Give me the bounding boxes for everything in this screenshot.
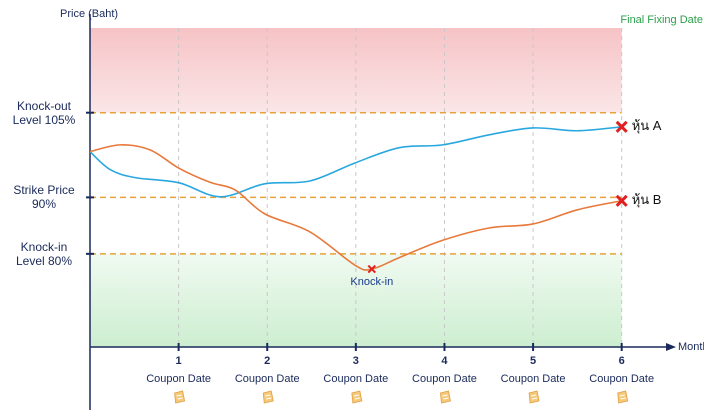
coupon-icon — [262, 390, 274, 404]
x-tick-label: 6 — [619, 355, 625, 367]
series-line — [89, 126, 622, 198]
series-label: หุ้น A — [632, 118, 662, 134]
x-tick-label: 5 — [530, 355, 536, 367]
coupon-label: Coupon Date — [501, 373, 566, 385]
knock-in-marker — [367, 264, 377, 274]
y-axis-label: Price (Baht) — [60, 8, 118, 20]
y-tick-label: Strike Price 90% — [13, 183, 75, 212]
series-line — [89, 144, 622, 271]
end-marker — [615, 120, 628, 133]
x-tick-label: 1 — [176, 355, 182, 367]
y-tick-label: Knock-out Level 105% — [12, 98, 76, 127]
coupon-label: Coupon Date — [589, 373, 654, 385]
x-axis-arrow — [666, 343, 676, 351]
coupon-label: Coupon Date — [146, 373, 211, 385]
annotation: Final Fixing Date — [620, 14, 703, 26]
y-tick-label: Knock-in Level 80% — [15, 239, 73, 268]
end-marker — [615, 194, 628, 207]
x-tick-label: 4 — [441, 355, 448, 367]
coupon-icon — [351, 390, 363, 404]
coupon-icon — [174, 390, 186, 404]
coupon-label: Coupon Date — [412, 373, 477, 385]
coupon-label: Coupon Date — [323, 373, 388, 385]
annotation: Knock-in — [350, 276, 393, 288]
coupon-icon — [528, 390, 540, 404]
coupon-icon — [617, 390, 629, 404]
x-axis-label: Month — [678, 341, 704, 353]
coupon-label: Coupon Date — [235, 373, 300, 385]
coupon-icon — [440, 390, 451, 404]
x-tick-label: 2 — [264, 355, 270, 367]
series-label: หุ้น B — [632, 192, 662, 208]
x-tick-label: 3 — [353, 355, 359, 367]
